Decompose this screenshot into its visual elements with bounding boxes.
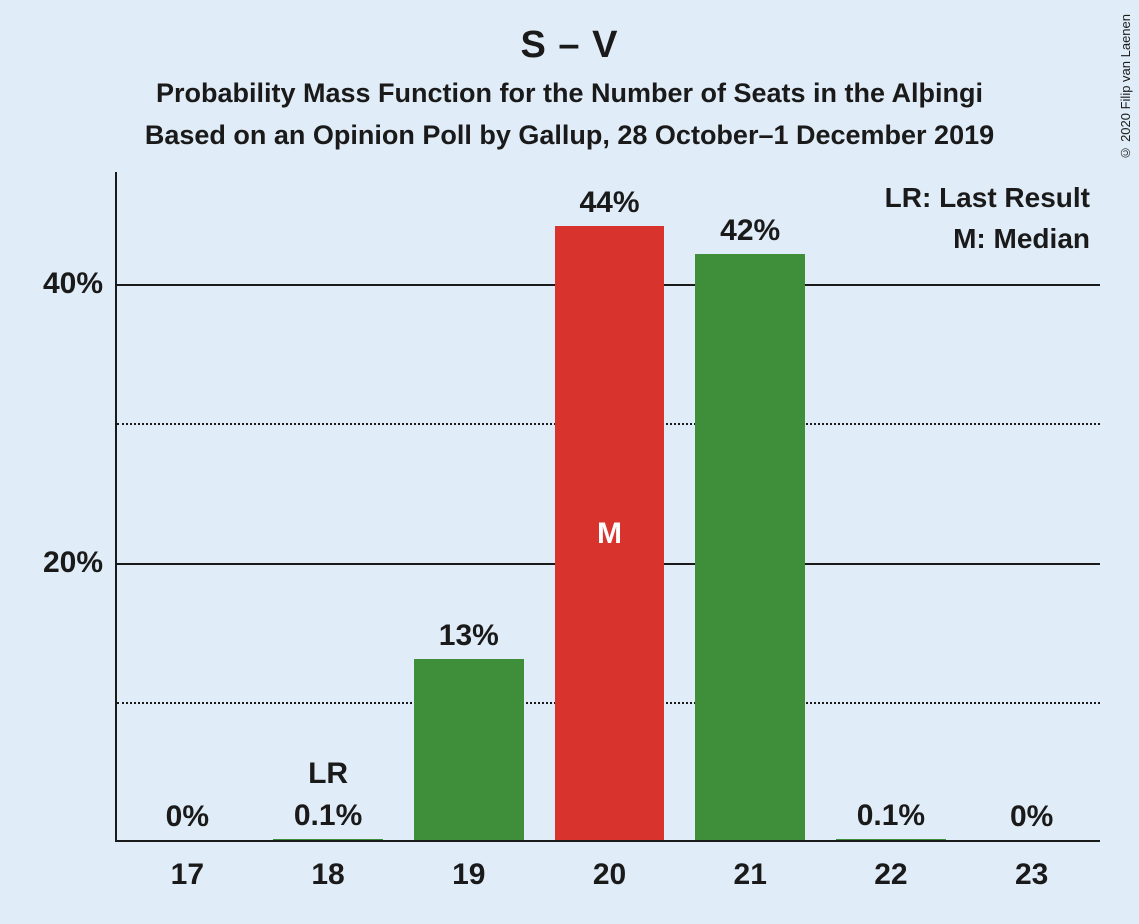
bar-value-label: 0%	[166, 800, 209, 834]
bar	[414, 659, 524, 840]
xtick-label: 17	[171, 840, 204, 892]
legend-lr: LR: Last Result	[885, 178, 1090, 219]
last-result-marker: LR	[308, 757, 348, 791]
bar-value-label: 13%	[439, 619, 499, 653]
xtick-label: 23	[1015, 840, 1048, 892]
xtick-label: 22	[874, 840, 907, 892]
bar-value-label: 0.1%	[294, 799, 362, 833]
legend-m: M: Median	[885, 219, 1090, 260]
ytick-label: 20%	[43, 546, 117, 580]
xtick-label: 21	[734, 840, 767, 892]
bar-value-label: 44%	[579, 186, 639, 220]
median-marker: M	[597, 517, 622, 551]
bar-value-label: 42%	[720, 214, 780, 248]
legend: LR: Last Result M: Median	[885, 178, 1090, 259]
xtick-label: 19	[452, 840, 485, 892]
bar	[695, 254, 805, 840]
ytick-label: 40%	[43, 267, 117, 301]
plot-area: 20%40%0%170.1%1813%1944%2042%210.1%220%2…	[115, 172, 1100, 842]
copyright-text: © 2020 Filip van Laenen	[1118, 14, 1133, 161]
xtick-label: 18	[311, 840, 344, 892]
bar-value-label: 0.1%	[857, 799, 925, 833]
chart-subtitle-2: Based on an Opinion Poll by Gallup, 28 O…	[0, 120, 1139, 151]
chart-subtitle-1: Probability Mass Function for the Number…	[0, 78, 1139, 109]
bar-value-label: 0%	[1010, 800, 1053, 834]
pmf-bar-chart: 20%40%0%170.1%1813%1944%2042%210.1%220%2…	[115, 172, 1100, 842]
chart-title: S – V	[0, 24, 1139, 67]
xtick-label: 20	[593, 840, 626, 892]
